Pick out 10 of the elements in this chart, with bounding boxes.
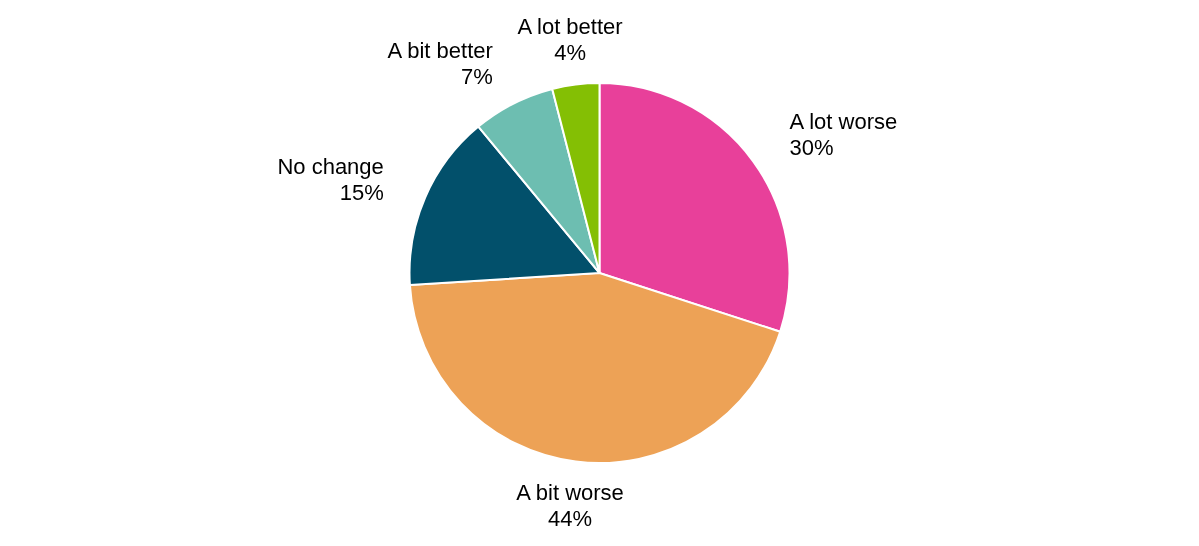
slice-label: A lot better xyxy=(517,13,623,39)
data-label: 7% xyxy=(461,63,493,89)
data-label: 4% xyxy=(554,39,586,65)
slice-label: A lot worse xyxy=(789,108,898,134)
slice-label: No change xyxy=(277,153,384,179)
slice-label: A bit worse xyxy=(516,480,624,506)
slice-label: A bit better xyxy=(387,37,493,63)
data-label: 44% xyxy=(548,506,593,532)
data-label: 15% xyxy=(339,179,384,205)
data-label: 30% xyxy=(789,134,834,160)
